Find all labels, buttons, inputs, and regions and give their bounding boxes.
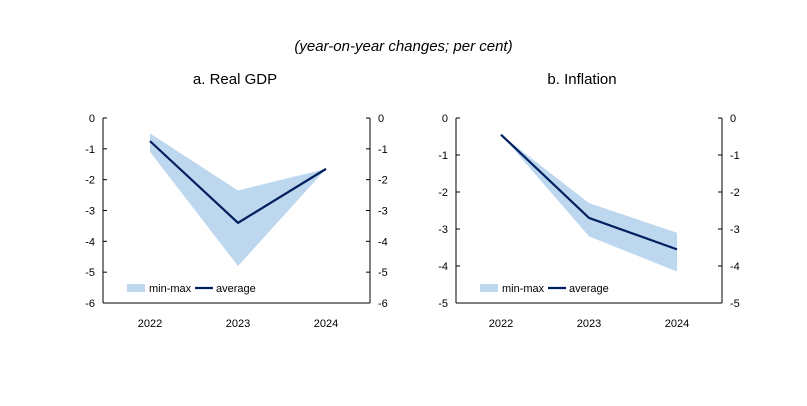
gdp-legend-line-label: average — [216, 283, 256, 295]
inflation-left-tick-label: 0 — [442, 113, 448, 125]
inflation-average-line — [500, 133, 678, 251]
inflation-legend-band-label: min-max — [502, 283, 545, 295]
panel-title-inflation: b. Inflation — [547, 71, 617, 88]
panel-title-real-gdp: a. Real GDP — [192, 71, 278, 88]
inflation-legend-band-swatch — [480, 284, 498, 292]
inflation-right-tick-label: -5 — [730, 298, 740, 310]
inflation-legend-line-label: average — [569, 283, 609, 295]
inflation-right-tick-label: -3 — [730, 224, 740, 236]
inflation-left-tick-label: -2 — [438, 187, 448, 199]
gdp-legend-band-label: min-max — [149, 283, 192, 295]
gdp-right-tick-label: -3 — [378, 206, 388, 218]
gdp-category-label: 2023 — [226, 318, 250, 330]
gdp-category-label: 2022 — [138, 318, 162, 330]
inflation-left-tick-label: -4 — [438, 261, 448, 273]
gdp-right-tick-label: -2 — [378, 175, 388, 187]
gdp-left-tick-label: -1 — [85, 144, 95, 156]
gdp-right-tick-label: -6 — [378, 298, 388, 310]
gdp-right-tick-label: 0 — [378, 113, 384, 125]
inflation-right-tick-label: -1 — [730, 150, 740, 162]
gdp-average-line — [149, 140, 327, 225]
gdp-left-tick-label: -6 — [85, 298, 95, 310]
gdp-left-tick-label: -2 — [85, 175, 95, 187]
inflation-left-tick-label: -5 — [438, 298, 448, 310]
inflation-left-tick-label: -3 — [438, 224, 448, 236]
gdp-left-tick-label: -3 — [85, 206, 95, 218]
chart-subtitle: (year-on-year changes; per cent) — [294, 38, 513, 55]
inflation-category-label: 2024 — [665, 318, 689, 330]
gdp-right-tick-label: -1 — [378, 144, 388, 156]
gdp-left-tick-label: -5 — [85, 267, 95, 279]
inflation-right-tick-label: -2 — [730, 187, 740, 199]
inflation-category-label: 2023 — [577, 318, 601, 330]
inflation-left-tick-label: -1 — [438, 150, 448, 162]
gdp-minmax-band — [150, 133, 326, 266]
gdp-left-tick-label: -4 — [85, 236, 95, 248]
gdp-right-tick-label: -4 — [378, 236, 388, 248]
gdp-category-label: 2024 — [314, 318, 338, 330]
gdp-right-tick-label: -5 — [378, 267, 388, 279]
gdp-left-tick-label: 0 — [89, 113, 95, 125]
inflation-right-tick-label: 0 — [730, 113, 736, 125]
gdp-legend-band-swatch — [127, 284, 145, 292]
inflation-minmax-band — [501, 134, 677, 272]
inflation-category-label: 2022 — [489, 318, 513, 330]
inflation-right-tick-label: -4 — [730, 261, 740, 273]
